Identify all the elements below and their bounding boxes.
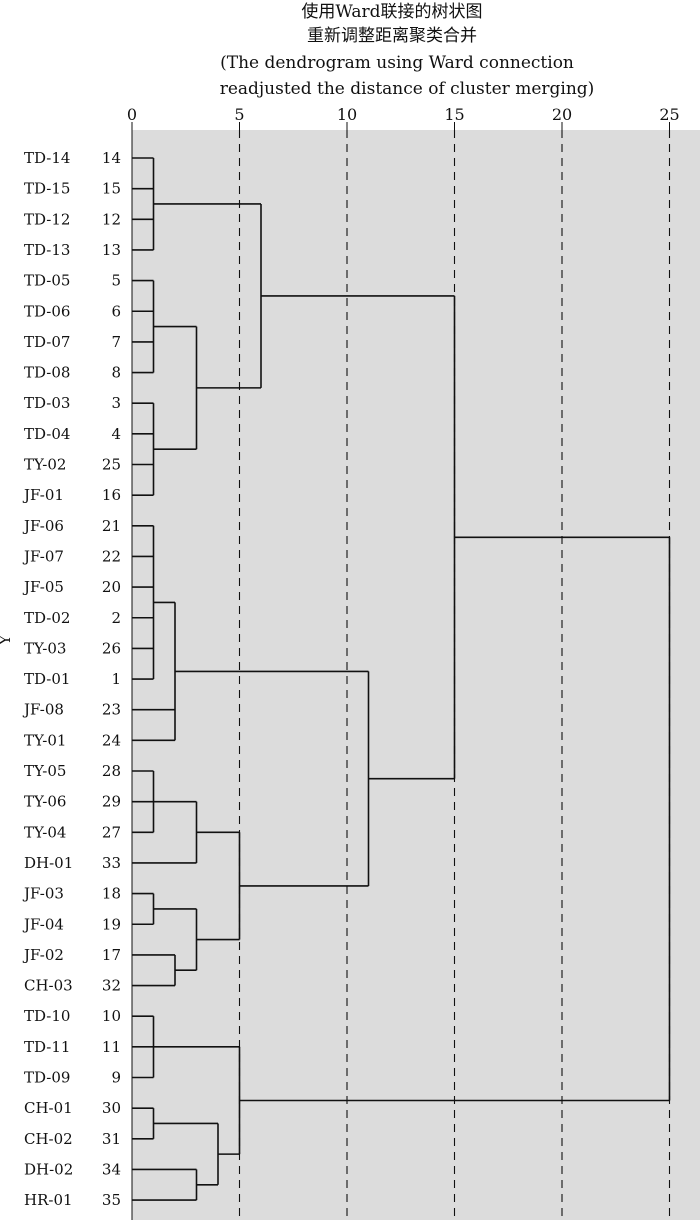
leaf-label: TY-03: [24, 639, 66, 657]
leaf-label: JF-03: [22, 885, 64, 903]
title-line-1: 使用Ward联接的树状图: [301, 1, 482, 22]
leaf-number: 27: [102, 823, 121, 841]
leaf-number: 6: [111, 302, 121, 320]
leaf-label: TY-04: [24, 823, 66, 841]
leaf-number: 33: [102, 854, 121, 872]
leaf-number: 12: [102, 210, 121, 228]
tick-label-0: 0: [127, 105, 137, 124]
leaf-label: JF-06: [22, 517, 64, 535]
leaf-number: 28: [102, 762, 121, 780]
leaf-number: 31: [102, 1130, 121, 1148]
leaf-number: 34: [102, 1160, 121, 1178]
leaf-number: 22: [102, 547, 121, 565]
plot-area: [132, 130, 700, 1220]
leaf-label: TD-07: [24, 333, 70, 351]
leaf-label: CH-01: [24, 1099, 73, 1117]
title-line-4: readjusted the distance of cluster mergi…: [220, 79, 595, 99]
leaf-number: 23: [102, 701, 121, 719]
leaf-label: TY-02: [24, 456, 66, 474]
leaf-number: 21: [102, 517, 121, 535]
leaf-number: 20: [102, 578, 121, 596]
leaf-label: JF-04: [22, 915, 64, 933]
leaf-number: 9: [111, 1069, 121, 1087]
leaf-label: JF-07: [22, 547, 64, 565]
chart-title: 使用Ward联接的树状图 重新调整距离聚类合并 (The dendrogram …: [220, 1, 595, 99]
leaf-label: TD-14: [24, 149, 70, 167]
leaf-label: DH-01: [24, 854, 73, 872]
leaf-number: 18: [102, 885, 121, 903]
leaf-number: 1: [111, 670, 121, 688]
leaf-label: TD-03: [24, 394, 70, 412]
x-axis-ticks: 0 5 10 15 20 25: [127, 105, 680, 130]
leaf-label: TD-15: [24, 180, 70, 198]
tick-label-15: 15: [444, 105, 464, 124]
leaf-number: 7: [111, 333, 121, 351]
leaf-label: TD-05: [24, 272, 70, 290]
leaf-label: TD-04: [24, 425, 70, 443]
leaf-label: TD-11: [24, 1038, 70, 1056]
leaf-label: CH-02: [24, 1130, 73, 1148]
title-line-2: 重新调整距离聚类合并: [307, 26, 477, 46]
leaf-number: 14: [102, 149, 121, 167]
leaf-label: HR-01: [24, 1191, 73, 1209]
leaf-number: 15: [102, 180, 121, 198]
leaf-number: 32: [102, 977, 121, 995]
leaf-label: TD-08: [24, 364, 70, 382]
leaf-number: 10: [102, 1007, 121, 1025]
leaf-number: 2: [111, 609, 121, 627]
leaf-label: TD-10: [24, 1007, 70, 1025]
leaf-number: 26: [102, 639, 121, 657]
title-line-3: (The dendrogram using Ward connection: [220, 53, 574, 73]
leaf-label: TY-06: [24, 793, 66, 811]
leaf-label: TD-12: [24, 210, 70, 228]
leaf-number: 5: [111, 272, 121, 290]
leaf-label: JF-01: [22, 486, 64, 504]
leaf-label: TY-05: [24, 762, 66, 780]
leaf-number: 24: [102, 731, 121, 749]
leaf-label: JF-08: [22, 701, 64, 719]
leaf-number: 30: [102, 1099, 121, 1117]
leaf-number: 4: [111, 425, 121, 443]
tick-label-5: 5: [234, 105, 244, 124]
leaf-label: TY-01: [24, 731, 66, 749]
leaf-label: TD-06: [24, 302, 70, 320]
leaf-number: 19: [102, 915, 121, 933]
tick-label-25: 25: [659, 105, 679, 124]
leaf-number: 8: [111, 364, 121, 382]
leaf-label: CH-03: [24, 977, 73, 995]
tick-label-20: 20: [552, 105, 572, 124]
y-axis-label: Y: [0, 634, 14, 646]
leaf-label: DH-02: [24, 1160, 73, 1178]
leaf-label: TD-02: [24, 609, 70, 627]
leaf-label: TD-09: [24, 1069, 70, 1087]
leaf-label: TD-13: [24, 241, 70, 259]
leaf-number: 11: [102, 1038, 121, 1056]
leaf-number: 35: [102, 1191, 121, 1209]
leaf-label: TD-01: [24, 670, 70, 688]
leaf-number: 29: [102, 793, 121, 811]
leaf-label: JF-02: [22, 946, 64, 964]
leaf-number: 3: [111, 394, 121, 412]
leaf-number: 13: [102, 241, 121, 259]
dendrogram-tree: [132, 157, 671, 1201]
leaf-label: JF-05: [22, 578, 64, 596]
leaf-number: 16: [102, 486, 121, 504]
tick-label-10: 10: [337, 105, 357, 124]
leaf-number: 25: [102, 456, 121, 474]
leaf-number: 17: [102, 946, 121, 964]
